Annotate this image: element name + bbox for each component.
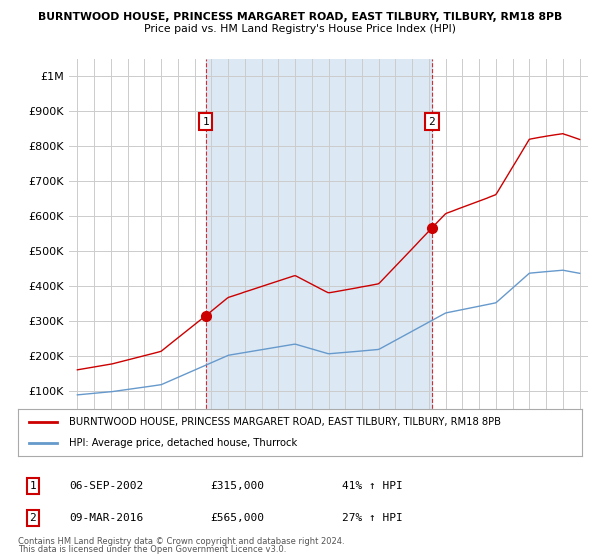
Text: 41% ↑ HPI: 41% ↑ HPI — [342, 481, 403, 491]
Text: 27% ↑ HPI: 27% ↑ HPI — [342, 513, 403, 523]
Text: 09-MAR-2016: 09-MAR-2016 — [69, 513, 143, 523]
Text: Price paid vs. HM Land Registry's House Price Index (HPI): Price paid vs. HM Land Registry's House … — [144, 24, 456, 34]
Text: HPI: Average price, detached house, Thurrock: HPI: Average price, detached house, Thur… — [69, 438, 297, 448]
Text: Contains HM Land Registry data © Crown copyright and database right 2024.: Contains HM Land Registry data © Crown c… — [18, 537, 344, 546]
Text: 1: 1 — [29, 481, 37, 491]
Text: 2: 2 — [29, 513, 37, 523]
Text: £565,000: £565,000 — [210, 513, 264, 523]
Text: 2: 2 — [428, 116, 435, 127]
Text: BURNTWOOD HOUSE, PRINCESS MARGARET ROAD, EAST TILBURY, TILBURY, RM18 8PB: BURNTWOOD HOUSE, PRINCESS MARGARET ROAD,… — [69, 417, 501, 427]
Text: £315,000: £315,000 — [210, 481, 264, 491]
Bar — [206, 59, 432, 426]
Text: 06-SEP-2002: 06-SEP-2002 — [69, 481, 143, 491]
Text: This data is licensed under the Open Government Licence v3.0.: This data is licensed under the Open Gov… — [18, 545, 286, 554]
Text: 1: 1 — [202, 116, 209, 127]
Text: BURNTWOOD HOUSE, PRINCESS MARGARET ROAD, EAST TILBURY, TILBURY, RM18 8PB: BURNTWOOD HOUSE, PRINCESS MARGARET ROAD,… — [38, 12, 562, 22]
